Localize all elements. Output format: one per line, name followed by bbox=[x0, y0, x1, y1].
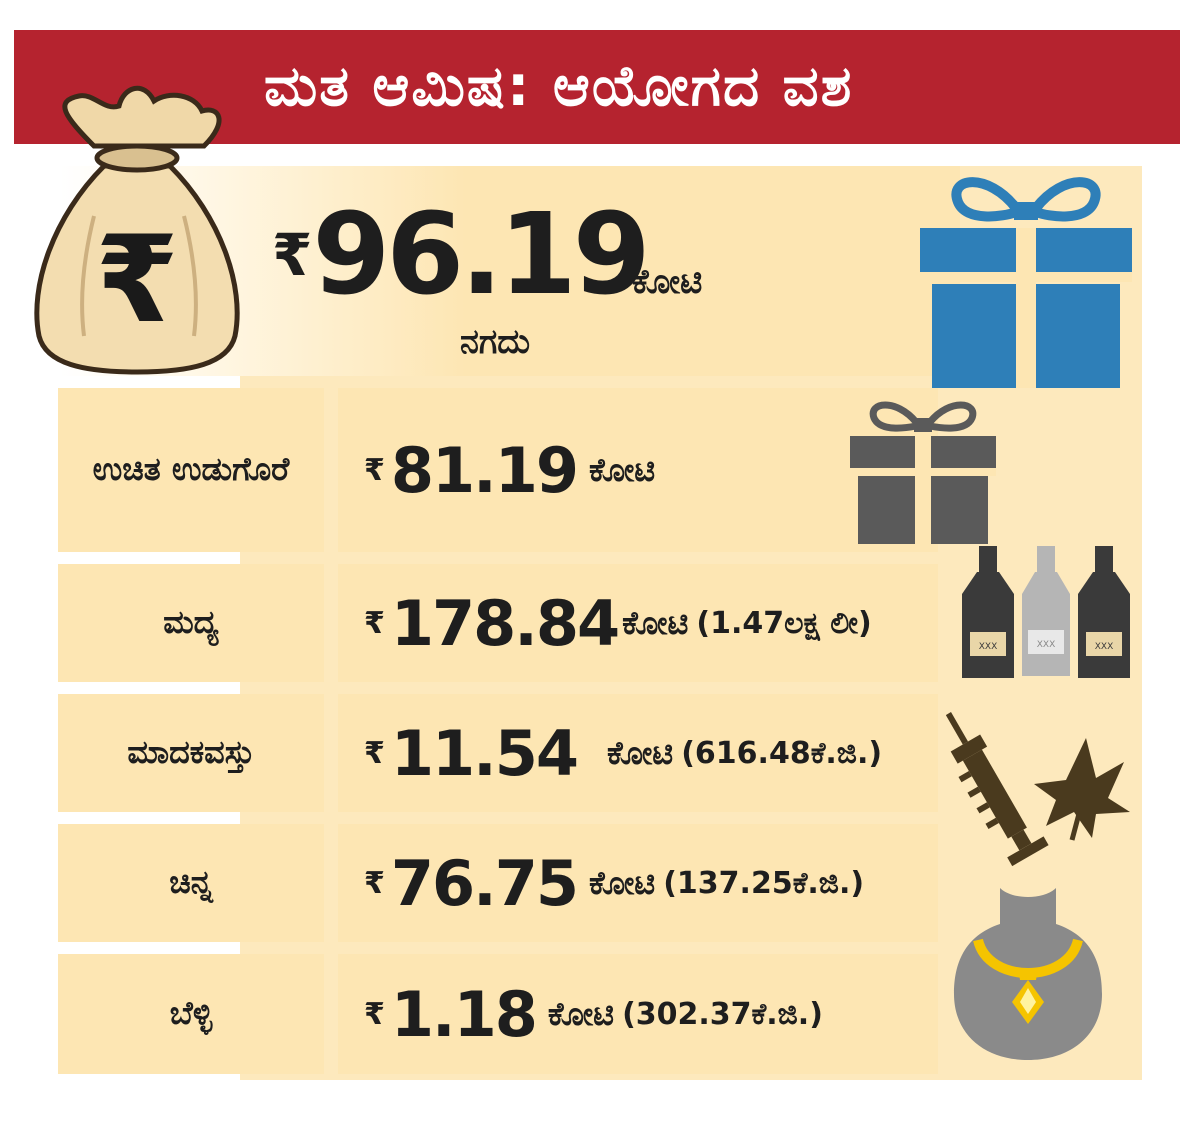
amount-value: 178.84 bbox=[390, 586, 620, 660]
amount-unit: ಕೋಟಿ bbox=[607, 733, 674, 772]
page-title: ಮತ ಆಮಿಷ: ಆಯೋಗದ ವಶ bbox=[264, 54, 854, 119]
currency-symbol: ₹ bbox=[364, 605, 385, 641]
value-drugs: ₹ 11.54 ಕೋಟಿ (616.48ಕೆ.ಜಿ.) bbox=[338, 694, 938, 812]
amount-unit: ಕೋಟಿ bbox=[622, 603, 689, 642]
cash-value: 96.19 bbox=[312, 190, 650, 320]
gift-icon bbox=[850, 401, 996, 546]
bottle-label: XXX bbox=[1095, 642, 1114, 652]
bottle-label: XXX bbox=[1037, 640, 1056, 650]
rupee-symbol-icon: ₹ bbox=[95, 211, 179, 350]
syringe-leaf-icon bbox=[946, 712, 1130, 867]
amount-quantity: (302.37ಕೆ.ಜಿ.) bbox=[622, 996, 823, 1032]
value-silver: ₹ 1.18 ಕೋಟಿ (302.37ಕೆ.ಜಿ.) bbox=[338, 954, 938, 1074]
cash-label: ನಗದು bbox=[460, 322, 531, 362]
amount-unit: ಕೋಟಿ bbox=[589, 450, 656, 489]
amount-quantity: (1.47ಲಕ್ಷ ಲೀ) bbox=[696, 605, 872, 641]
amount-quantity: (616.48ಕೆ.ಜಿ.) bbox=[681, 735, 883, 771]
necklace-icon bbox=[954, 888, 1102, 1060]
cash-amount: ₹96.19 bbox=[272, 190, 651, 320]
amount-value: 11.54 bbox=[390, 716, 579, 790]
amount-value: 81.19 bbox=[390, 433, 579, 507]
gift-icon bbox=[920, 177, 1132, 388]
money-bag-icon: ₹ bbox=[34, 86, 240, 375]
label-silver: ಬೆಳ್ಳಿ bbox=[58, 954, 324, 1074]
label-liquor: ಮದ್ಯ bbox=[58, 564, 324, 682]
value-liquor: ₹ 178.84 ಕೋಟಿ (1.47ಲಕ್ಷ ಲೀ) bbox=[338, 564, 938, 682]
value-gold: ₹ 76.75 ಕೋಟಿ (137.25ಕೆ.ಜಿ.) bbox=[338, 824, 938, 942]
amount-unit: ಕೋಟಿ bbox=[547, 994, 615, 1033]
bottle-label: XXX bbox=[979, 642, 998, 652]
label-gold: ಚಿನ್ನ bbox=[58, 824, 324, 942]
currency-symbol: ₹ bbox=[364, 865, 385, 901]
cash-currency: ₹ bbox=[272, 221, 313, 289]
amount-value: 1.18 bbox=[390, 977, 538, 1051]
amount-quantity: (137.25ಕೆ.ಜಿ.) bbox=[663, 865, 865, 901]
value-free-gifts: ₹ 81.19 ಕೋಟಿ bbox=[338, 388, 938, 552]
cash-unit: ಕೋಟಿ bbox=[632, 262, 703, 302]
label-drugs: ಮಾದಕವಸ್ತು bbox=[58, 694, 324, 812]
label-free-gifts: ಉಚಿತ ಉಡುಗೊರೆ bbox=[58, 388, 324, 552]
liquor-bottles-icon: XXX XXX XXX bbox=[962, 546, 1130, 678]
currency-symbol: ₹ bbox=[364, 735, 385, 771]
currency-symbol: ₹ bbox=[364, 452, 385, 488]
amount-value: 76.75 bbox=[390, 846, 579, 920]
currency-symbol: ₹ bbox=[364, 996, 385, 1032]
amount-unit: ಕೋಟಿ bbox=[589, 863, 656, 902]
